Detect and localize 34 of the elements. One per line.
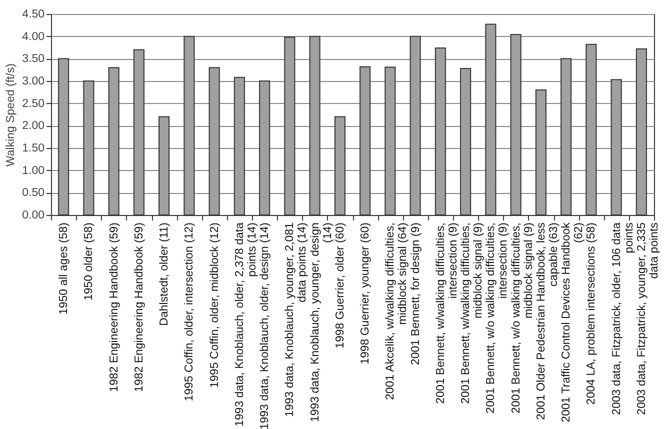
y-tick-label: 1.00 (22, 164, 44, 177)
x-tick-label: 2001 Akcelik, w/walking difficulties, midblock signal (64) (384, 222, 410, 400)
y-tick-label: 2.00 (22, 120, 44, 132)
y-tick-label: 0.50 (22, 187, 44, 200)
y-axis-title: Walking Speed (ft/s) (5, 63, 18, 167)
x-tick-label: 2001 Bennett, w/o walking difficulties, intersection (9) (485, 222, 510, 414)
x-tick-label: 1995 Coffin, older, intersection (12) (184, 222, 196, 402)
x-tick-label: 2001 Bennett, for design (9) (410, 222, 422, 366)
x-tick-label: 2001 Traffic Control Devices Handbook (62) (560, 222, 586, 422)
x-tick-label: Dahlstedt, older (11) (158, 222, 171, 326)
x-tick-label: 2001 Bennett, w/o walking difficulties, midblock signal (9) (510, 222, 535, 414)
x-tick-label: 1993 data, Knoblauch, younger, design (14) (309, 222, 334, 422)
x-tick-label: 2003 data, Fitzpatrick, older, 106 data points (610, 222, 636, 415)
x-tick-label: 2001 Bennett, w/walking difficulties, intersection (9) (434, 222, 460, 404)
y-tick-label: 3.50 (22, 53, 44, 66)
y-tick-label: 3.00 (22, 76, 44, 88)
x-tick-label: 1995 Coffin, older, midblock (12) (208, 222, 221, 388)
x-tick-label: 1993 data, Knoblauch, younger, 2,081 data points (14) (284, 222, 309, 417)
x-tick-label: 1982 Engineering Handbook (59) (108, 222, 120, 392)
y-tick-label: 2.50 (22, 98, 44, 110)
x-tick-label: 1950 all ages (58) (58, 222, 70, 315)
y-tick-label: 4.00 (22, 30, 44, 43)
x-tick-label: 1998 Guerrier, younger (60) (360, 222, 372, 364)
x-tick-label: 1993 data, Knoblauch, older, design (14) (259, 222, 272, 429)
y-tick-label: 0.00 (22, 210, 44, 222)
x-tick-label: 2001 Bennett, w/walking difficulties, midblock signal (9) (460, 222, 485, 404)
x-tick-label: 2001 Older Pedestrian Handbook, less capable (63) (535, 222, 560, 420)
x-tick-label: 2004 LA, problem intersections (58) (586, 222, 598, 405)
y-tick-label: 1.50 (22, 142, 44, 154)
x-tick-label: 1950 older (58) (83, 222, 96, 300)
y-tick-label: 4.50 (22, 8, 44, 20)
x-tick-label: 1982 Engineering Handbook (59) (133, 222, 146, 392)
x-tick-label: 1993 data, Knoblauch, older, 2,378 data points (14) (234, 222, 258, 426)
x-tick-label: 1998 Guerrier, older (60) (334, 222, 346, 348)
